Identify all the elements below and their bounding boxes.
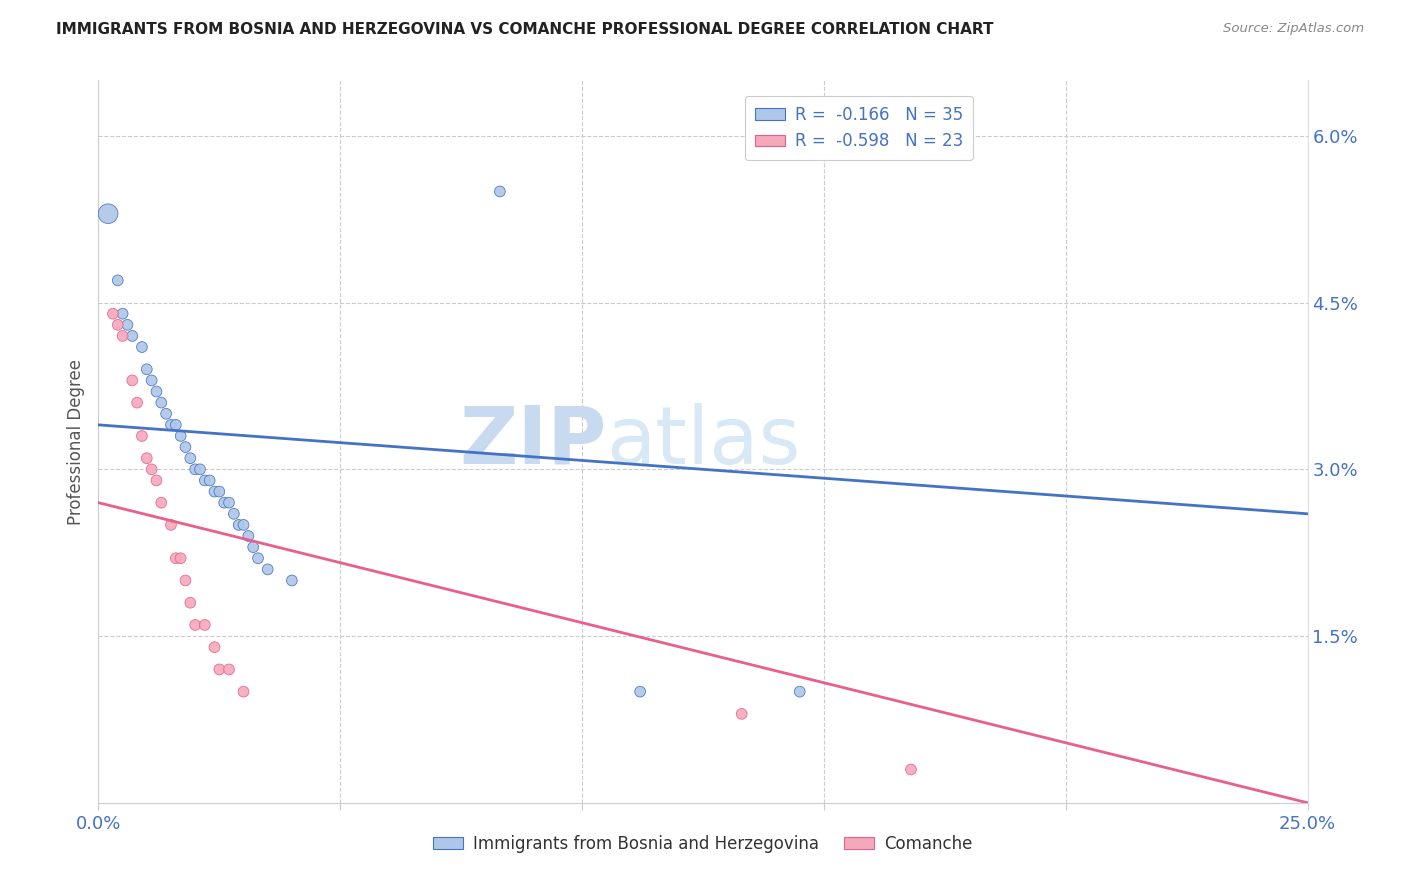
Point xyxy=(131,429,153,443)
Point xyxy=(160,417,183,432)
Point xyxy=(127,395,149,409)
Point xyxy=(97,207,120,221)
Point xyxy=(218,662,240,676)
Point xyxy=(184,462,207,476)
Y-axis label: Professional Degree: Professional Degree xyxy=(66,359,84,524)
Point xyxy=(194,474,217,488)
Point xyxy=(111,307,134,321)
Point xyxy=(117,318,139,332)
Point xyxy=(232,684,254,698)
Point xyxy=(169,429,191,443)
Point xyxy=(218,496,240,510)
Point xyxy=(247,551,270,566)
Point xyxy=(131,340,153,354)
Point xyxy=(174,440,197,454)
Point xyxy=(184,618,207,632)
Point xyxy=(174,574,197,588)
Point xyxy=(150,395,173,409)
Point xyxy=(107,273,129,287)
Point xyxy=(107,318,129,332)
Point xyxy=(256,562,278,576)
Point xyxy=(179,596,201,610)
Point xyxy=(204,484,226,499)
Point xyxy=(155,407,177,421)
Point xyxy=(121,329,143,343)
Point xyxy=(188,462,211,476)
Point xyxy=(169,551,191,566)
Point xyxy=(208,662,231,676)
Point xyxy=(789,684,811,698)
Point xyxy=(242,540,264,554)
Text: Source: ZipAtlas.com: Source: ZipAtlas.com xyxy=(1223,22,1364,36)
Point xyxy=(204,640,226,655)
Point xyxy=(208,484,231,499)
Point xyxy=(145,384,167,399)
Point xyxy=(160,517,183,532)
Point xyxy=(238,529,260,543)
Point xyxy=(232,517,254,532)
Point xyxy=(141,373,163,387)
Text: atlas: atlas xyxy=(606,402,800,481)
Point xyxy=(222,507,245,521)
Point xyxy=(135,362,157,376)
Point xyxy=(212,496,235,510)
Point xyxy=(121,373,143,387)
Point xyxy=(198,474,221,488)
Point xyxy=(111,329,134,343)
Point xyxy=(628,684,651,698)
Point xyxy=(135,451,157,466)
Point xyxy=(489,185,512,199)
Point xyxy=(145,474,167,488)
Point xyxy=(228,517,250,532)
Point xyxy=(179,451,201,466)
Text: ZIP: ZIP xyxy=(458,402,606,481)
Point xyxy=(150,496,173,510)
Point xyxy=(900,763,922,777)
Point xyxy=(281,574,304,588)
Point xyxy=(165,417,187,432)
Point xyxy=(194,618,217,632)
Text: IMMIGRANTS FROM BOSNIA AND HERZEGOVINA VS COMANCHE PROFESSIONAL DEGREE CORRELATI: IMMIGRANTS FROM BOSNIA AND HERZEGOVINA V… xyxy=(56,22,994,37)
Point xyxy=(101,307,124,321)
Legend: Immigrants from Bosnia and Herzegovina, Comanche: Immigrants from Bosnia and Herzegovina, … xyxy=(426,828,980,860)
Point xyxy=(141,462,163,476)
Point xyxy=(165,551,187,566)
Point xyxy=(731,706,754,721)
